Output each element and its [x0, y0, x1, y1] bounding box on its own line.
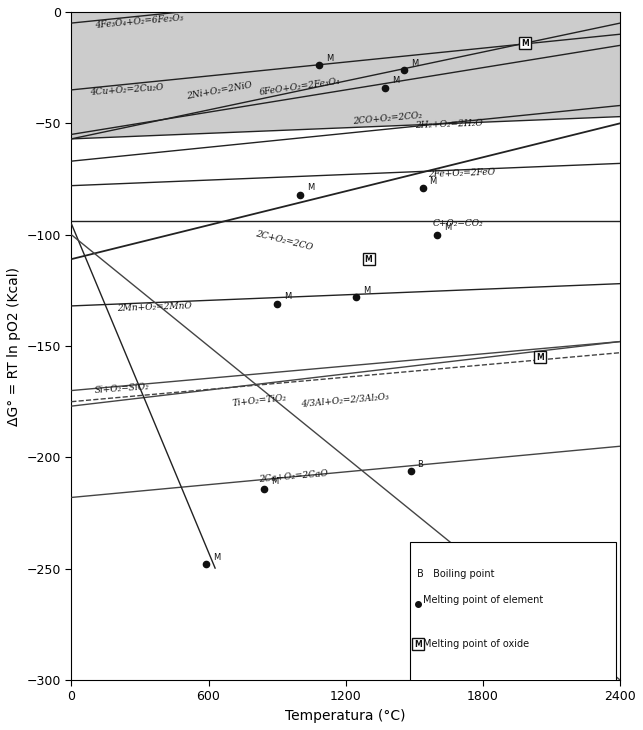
Text: M: M — [213, 553, 221, 562]
Text: 2Ca+O₂=2CaO: 2Ca+O₂=2CaO — [259, 469, 329, 484]
Text: M: M — [392, 77, 399, 85]
Text: Si+O₂=SiO₂: Si+O₂=SiO₂ — [94, 383, 150, 395]
Text: 2H₂+O₂=2H₂O: 2H₂+O₂=2H₂O — [414, 118, 482, 130]
Text: C+O₂=CO₂: C+O₂=CO₂ — [433, 219, 484, 228]
Text: M: M — [415, 640, 422, 649]
X-axis label: Temperatura (°C): Temperatura (°C) — [285, 709, 406, 723]
Text: 2Fe+O₂=2FeO: 2Fe+O₂=2FeO — [428, 168, 496, 179]
Text: 2Mn+O₂=2MnO: 2Mn+O₂=2MnO — [117, 301, 192, 312]
Text: M: M — [365, 255, 372, 264]
Text: 2Ni+O₂=2NiO: 2Ni+O₂=2NiO — [186, 80, 253, 101]
Text: M: M — [444, 223, 451, 232]
Text: M: M — [521, 39, 529, 47]
Text: B   Boiling point: B Boiling point — [417, 569, 494, 579]
Text: M: M — [411, 58, 418, 68]
Text: M: M — [536, 353, 544, 361]
Text: Ti+O₂=TiO₂: Ti+O₂=TiO₂ — [231, 393, 287, 408]
Text: M: M — [307, 183, 314, 192]
Text: 2C+O₂=2CO: 2C+O₂=2CO — [254, 229, 313, 253]
Text: M: M — [271, 477, 278, 486]
Text: 6FeO+O₂=2Fe₃O₄: 6FeO+O₂=2Fe₃O₄ — [259, 77, 341, 96]
Text: Melting point of oxide: Melting point of oxide — [424, 639, 530, 650]
Y-axis label: ΔG° = RT ln pO2 (Kcal): ΔG° = RT ln pO2 (Kcal) — [7, 266, 21, 426]
Text: 4/3Al+O₂=2/3Al₂O₃: 4/3Al+O₂=2/3Al₂O₃ — [300, 392, 389, 408]
Text: Melting point of element: Melting point of element — [424, 595, 544, 605]
Bar — [410, 542, 615, 687]
Text: M: M — [284, 293, 291, 301]
Text: M: M — [326, 54, 333, 64]
Text: M: M — [430, 177, 437, 185]
Text: B: B — [417, 459, 424, 469]
Text: 2CO+O₂=2CO₂: 2CO+O₂=2CO₂ — [352, 110, 422, 126]
Text: 4Cu+O₂=2Cu₂O: 4Cu+O₂=2Cu₂O — [89, 82, 164, 96]
Text: M: M — [363, 285, 370, 295]
Text: 4Fe₃O₄+O₂=6Fe₂O₃: 4Fe₃O₄+O₂=6Fe₂O₃ — [94, 13, 184, 30]
